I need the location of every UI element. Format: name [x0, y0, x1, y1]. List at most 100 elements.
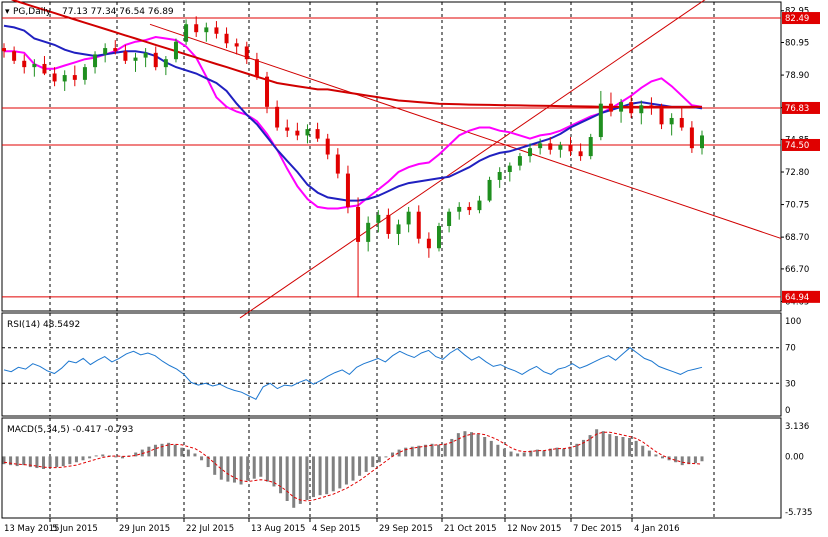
- candle-body: [487, 179, 492, 201]
- macd-histogram-bar: [463, 431, 467, 457]
- macd-histogram-bar: [404, 447, 408, 457]
- macd-histogram-bar: [621, 437, 625, 457]
- candle-body: [669, 117, 674, 125]
- price-level-label: 74.50: [785, 141, 809, 151]
- rsi-tick-label: 30: [785, 379, 796, 389]
- moving-average-line-3: [10, 0, 702, 108]
- macd-histogram-bar: [397, 449, 401, 457]
- macd-histogram-bar: [74, 456, 78, 463]
- candle-body: [265, 76, 270, 107]
- candle-body: [629, 102, 634, 114]
- rsi-indicator: 100 70 30 0: [2, 317, 801, 416]
- candle-body: [93, 54, 98, 68]
- moving-averages: [3, 0, 703, 210]
- candle-body: [224, 33, 229, 44]
- macd-histogram-bar: [476, 434, 480, 457]
- macd-histogram-bar: [502, 448, 506, 457]
- macd-indicator: 3.136 0.00 -5.735: [2, 422, 812, 518]
- macd-histogram-bar: [219, 456, 223, 480]
- macd-histogram-bar: [384, 456, 388, 458]
- macd-histogram-bar: [285, 456, 289, 501]
- ohlc-readout: 77.13 77.34 76.54 76.89: [62, 7, 174, 17]
- macd-histogram-bar: [391, 452, 395, 457]
- macd-tick-label: 3.136: [785, 422, 809, 432]
- macd-histogram-bar: [647, 450, 651, 457]
- candle-body: [608, 103, 613, 112]
- candle-body: [163, 59, 168, 68]
- macd-histogram-bar: [252, 456, 256, 479]
- rsi-pane-border: [1, 312, 782, 417]
- macd-histogram-bar: [660, 456, 664, 459]
- candle-body: [517, 156, 522, 166]
- price-tick-label: 80.95: [785, 39, 809, 49]
- macd-histogram-bar: [562, 448, 566, 457]
- macd-histogram-bar: [437, 444, 441, 457]
- candle-body: [305, 129, 310, 136]
- candle-body: [254, 59, 259, 77]
- date-label: 22 Jul 2015: [186, 524, 234, 534]
- rsi-tick-label: 70: [785, 344, 796, 354]
- macd-histogram-bar: [226, 456, 230, 482]
- macd-histogram-bar: [28, 456, 32, 468]
- macd-histogram-bar: [160, 443, 164, 457]
- candle-body: [689, 127, 694, 149]
- macd-histogram-bar: [42, 456, 46, 470]
- candle-body: [234, 43, 239, 47]
- candle-body: [214, 27, 219, 34]
- macd-histogram-bar: [193, 453, 197, 457]
- macd-histogram-bar: [489, 440, 493, 457]
- candle-body: [335, 154, 340, 174]
- macd-histogram-bar: [94, 455, 98, 457]
- price-tick-label: 66.70: [785, 265, 809, 275]
- macd-histogram-bar: [674, 456, 678, 463]
- macd-histogram-bar: [2, 456, 6, 465]
- macd-histogram-bar: [259, 456, 263, 477]
- candle-body: [538, 143, 543, 149]
- macd-pane-border: [1, 417, 782, 519]
- macd-tick-label: 0.00: [785, 452, 804, 462]
- macd-histogram-bar: [331, 456, 335, 492]
- macd-histogram-bar: [22, 456, 26, 466]
- macd-histogram-bar: [634, 440, 638, 457]
- date-label: 13 May 2015: [4, 524, 59, 534]
- macd-histogram-bar: [529, 450, 533, 457]
- price-tick-label: 70.75: [785, 201, 809, 211]
- price-tick-label: 82.95: [785, 7, 809, 17]
- candle-body: [82, 67, 87, 80]
- macd-histogram-bar: [279, 456, 283, 494]
- macd-histogram-bar: [555, 447, 559, 457]
- macd-histogram-bar: [654, 454, 658, 457]
- price-level-tag: [782, 101, 820, 114]
- candle-body: [659, 108, 664, 125]
- rsi-title: RSI(14) 48.5492: [7, 320, 80, 330]
- macd-histogram-bar: [121, 456, 125, 459]
- macd-histogram-bar: [114, 456, 118, 458]
- candle-body: [457, 206, 462, 212]
- date-label: 4 Jan 2016: [634, 524, 680, 534]
- candle-body: [345, 173, 350, 207]
- candle-body: [578, 151, 583, 157]
- candle-body: [467, 206, 472, 211]
- macd-histogram-bar: [167, 442, 171, 457]
- candle-body: [123, 51, 128, 61]
- date-label: 12 Nov 2015: [507, 524, 561, 534]
- candle-body: [2, 48, 6, 52]
- macd-histogram-bar: [581, 439, 585, 457]
- macd-histogram-bar: [68, 456, 72, 465]
- candle-body: [396, 224, 401, 234]
- macd-histogram-bar: [614, 436, 618, 457]
- rsi-tick-label: 100: [785, 317, 801, 327]
- candle-body: [356, 206, 361, 242]
- macd-histogram-bar: [48, 456, 52, 469]
- candle-body: [447, 211, 452, 227]
- candle-body: [588, 137, 593, 157]
- price-pane-border: [1, 1, 782, 312]
- candle-body: [143, 52, 148, 58]
- macd-histogram-bar: [318, 456, 322, 496]
- candle-body: [315, 129, 320, 139]
- moving-average-line-2: [3, 24, 703, 202]
- rsi-line: [3, 347, 703, 400]
- candle-body: [52, 73, 57, 82]
- macd-histogram-bar: [601, 431, 605, 457]
